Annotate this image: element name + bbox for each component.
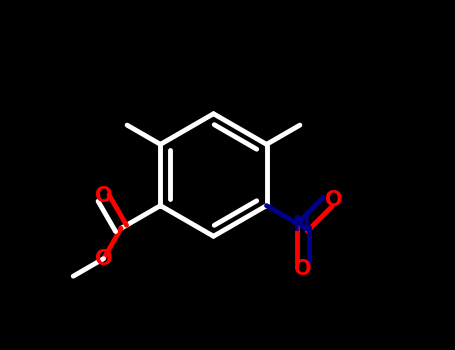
Text: O: O: [95, 186, 112, 206]
Text: N: N: [293, 215, 310, 235]
Text: O: O: [325, 190, 343, 210]
Text: O: O: [95, 249, 112, 269]
Text: O: O: [294, 259, 312, 279]
